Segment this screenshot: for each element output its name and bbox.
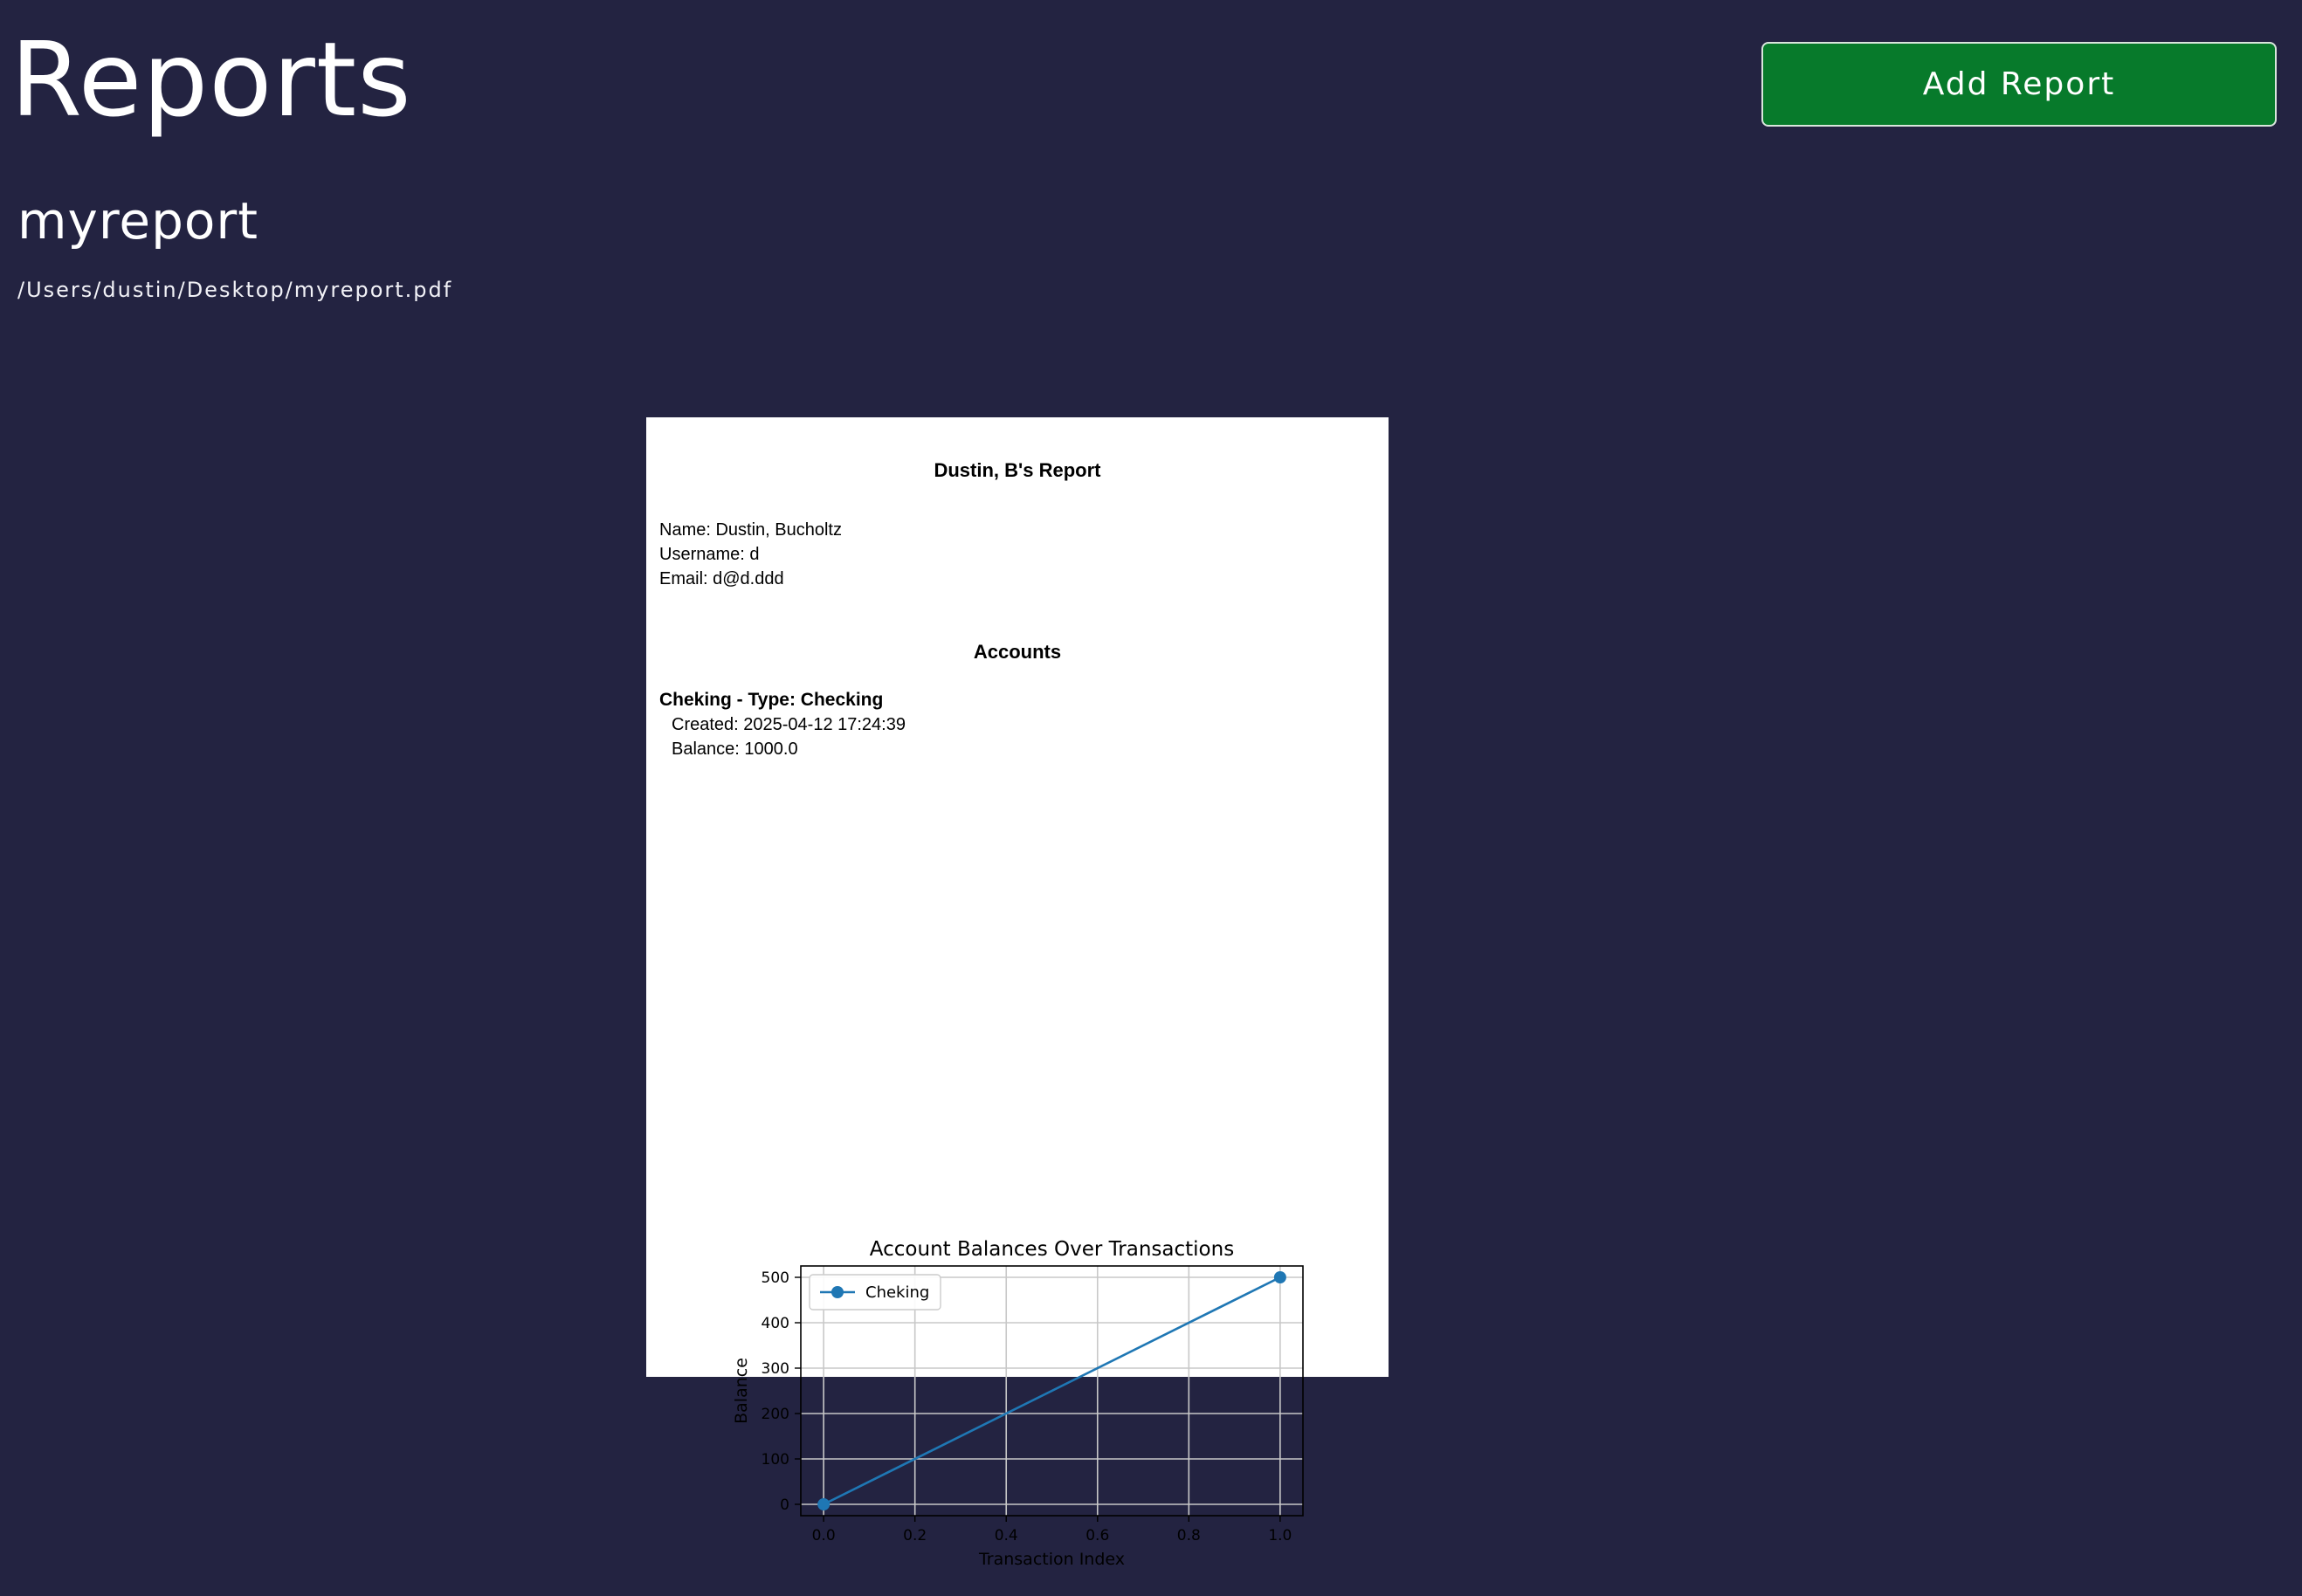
legend-label: Cheking	[865, 1283, 929, 1302]
chart-title: Account Balances Over Transactions	[870, 1238, 1234, 1261]
pdf-title: Dustin, B's Report	[934, 459, 1101, 481]
data-point	[817, 1498, 831, 1510]
pdf-account-created: Created: 2025-04-12 17:24:39	[672, 715, 906, 734]
pdf-preview: Dustin, B's Report Name: Dustin, Bucholt…	[646, 417, 1389, 1569]
y-tick-label: 100	[762, 1451, 789, 1469]
y-tick-label: 200	[762, 1406, 789, 1423]
x-tick-label: 0.2	[903, 1527, 927, 1544]
y-tick-label: 0	[780, 1496, 789, 1514]
report-name: myreport	[17, 191, 258, 251]
add-report-button[interactable]: Add Report	[1761, 42, 2277, 127]
pdf-username-line: Username: d	[659, 545, 760, 564]
data-point	[1273, 1271, 1286, 1283]
y-tick-label: 300	[762, 1360, 789, 1378]
x-tick-label: 0.8	[1177, 1527, 1201, 1544]
x-tick-label: 0.4	[995, 1527, 1018, 1544]
pdf-email-line: Email: d@d.ddd	[659, 569, 784, 588]
x-tick-label: 1.0	[1268, 1527, 1292, 1544]
legend-marker	[831, 1286, 844, 1298]
legend-box	[809, 1274, 941, 1311]
x-axis-label: Transaction Index	[978, 1550, 1125, 1569]
pdf-account-heading: Cheking - Type: Checking	[659, 690, 884, 710]
pdf-accounts-heading: Accounts	[973, 641, 1062, 663]
report-path: /Users/dustin/Desktop/myreport.pdf	[17, 278, 453, 302]
y-axis-label: Balance	[732, 1358, 751, 1424]
x-tick-label: 0.6	[1086, 1527, 1109, 1544]
balance-chart: Account Balances Over Transactions 0.0 0.2…	[732, 1238, 1304, 1569]
pdf-account-balance: Balance: 1000.0	[672, 740, 798, 759]
page-title: Reports	[10, 19, 412, 140]
y-tick-label: 500	[762, 1269, 789, 1287]
series-line	[823, 1276, 1281, 1506]
x-tick-label: 0.0	[812, 1527, 836, 1544]
y-tick-label: 400	[762, 1315, 789, 1332]
pdf-name-line: Name: Dustin, Bucholtz	[659, 520, 842, 540]
